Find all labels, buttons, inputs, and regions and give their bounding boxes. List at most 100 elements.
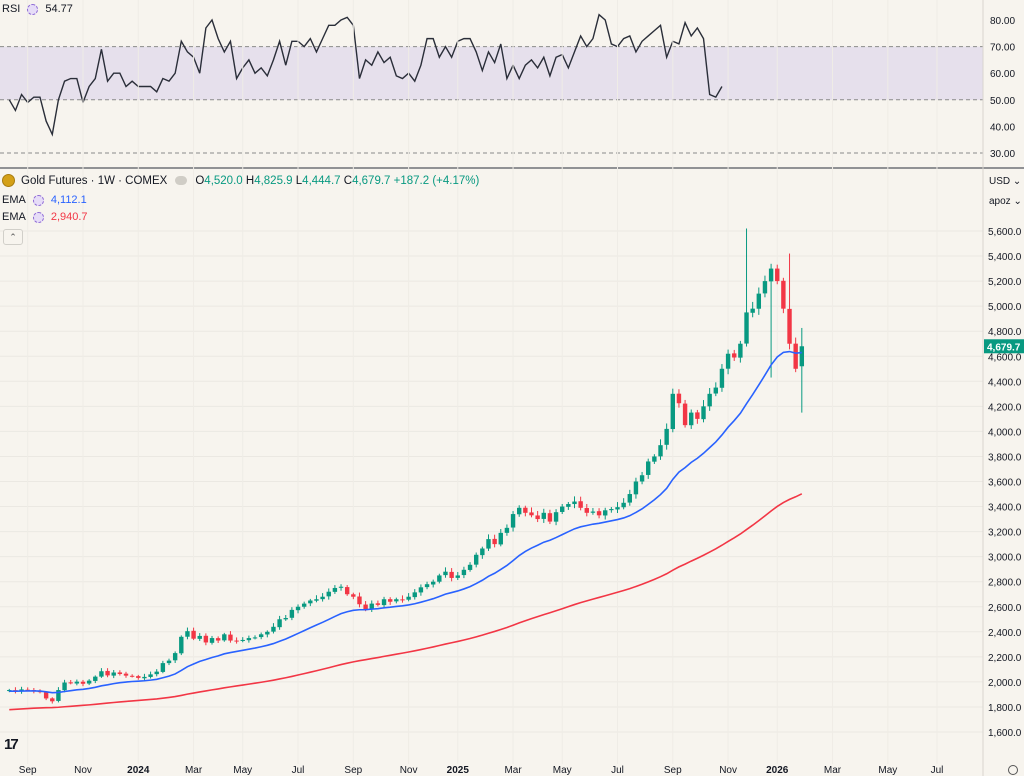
- candle-body: [209, 638, 215, 643]
- last-price-tag: [984, 339, 1024, 354]
- time-tick-label: Jul: [931, 765, 944, 776]
- candle-body: [615, 507, 620, 510]
- settings-gear-icon[interactable]: [1008, 765, 1018, 775]
- unit-selector[interactable]: apoz ⌄: [989, 196, 1022, 207]
- candle-body: [578, 501, 583, 508]
- indicator-settings-icon[interactable]: [32, 194, 44, 206]
- candle-body: [222, 634, 227, 641]
- low-value: 4,444.7: [302, 174, 341, 187]
- rsi-tick-label: 50.00: [990, 96, 1015, 107]
- candle-body: [7, 690, 12, 692]
- candle-body: [74, 681, 80, 684]
- price-tick-label: 5,200.0: [988, 277, 1022, 288]
- candle-body: [775, 268, 780, 282]
- time-tick-label: Mar: [504, 765, 522, 776]
- tradingview-logo-icon[interactable]: 17: [4, 736, 19, 753]
- collapse-legend-chevron-icon[interactable]: ⌃: [3, 229, 23, 245]
- candle-body: [473, 554, 479, 565]
- ema-fast-label: EMA: [2, 194, 26, 206]
- price-tick-label: 2,400.0: [988, 628, 1022, 639]
- candle-body: [443, 571, 448, 576]
- candle-body: [689, 412, 694, 426]
- candle-body: [185, 631, 190, 637]
- ema-slow-label: EMA: [2, 211, 26, 223]
- price-tick-label: 3,000.0: [988, 553, 1022, 564]
- candle-body: [252, 637, 258, 639]
- axes: 5,600.0 5,400.0 5,200.0 5,000.0 4,800.0 4,600…: [19, 0, 1024, 776]
- candle-body: [719, 368, 725, 388]
- price-tick-label: 5,600.0: [988, 227, 1022, 238]
- candle-body: [351, 594, 356, 597]
- price-tick-label: 4,400.0: [988, 377, 1022, 388]
- instrument-name[interactable]: Gold Futures · 1W · COMEX: [21, 174, 168, 187]
- candle-body: [246, 638, 252, 641]
- open-value: 4,520.0: [204, 174, 243, 187]
- candle-body: [215, 638, 221, 641]
- candle-body: [301, 603, 307, 607]
- candle-body: [738, 343, 743, 358]
- candle-body: [560, 506, 565, 512]
- candle-body: [314, 599, 319, 601]
- price-tick-label: 4,200.0: [988, 402, 1022, 413]
- rsi-tick-label: 40.00: [990, 122, 1015, 133]
- rsi-band: [0, 46, 983, 100]
- rsi-line: [8, 13, 723, 137]
- candle-body: [136, 676, 141, 678]
- close-label: C: [343, 174, 353, 187]
- candle-body: [492, 538, 497, 545]
- currency-selector[interactable]: USD ⌄: [989, 176, 1021, 187]
- visibility-icon[interactable]: [175, 176, 188, 185]
- rsi-tick-label: 60.00: [990, 69, 1015, 80]
- candle-body: [658, 445, 663, 457]
- time-tick-label: Nov: [719, 765, 737, 776]
- candle-body: [265, 631, 270, 635]
- time-tick-label: Mar: [185, 765, 203, 776]
- rsi-label: RSI: [2, 3, 21, 15]
- price-tick-label: 3,400.0: [988, 503, 1022, 514]
- candle-body: [258, 634, 264, 638]
- high-label: H: [245, 174, 255, 187]
- candle-body: [547, 513, 553, 522]
- candle-body: [633, 481, 639, 495]
- candle-body: [418, 587, 424, 593]
- candle-body: [381, 599, 387, 606]
- ema-fast-value: 4,112.1: [50, 194, 87, 206]
- time-tick-label: Nov: [400, 765, 418, 776]
- candle-body: [762, 281, 768, 294]
- ema-slow-legend: EMA 2,940.7: [2, 211, 88, 223]
- candle-body: [670, 393, 675, 430]
- candle-body: [461, 569, 467, 576]
- candle-body: [308, 600, 313, 604]
- candle-body: [732, 353, 737, 358]
- candle-body: [86, 680, 92, 684]
- candle-body: [510, 514, 516, 528]
- price-tick-label: 2,600.0: [988, 603, 1022, 614]
- candle-body: [357, 596, 362, 605]
- candle-body: [234, 640, 239, 642]
- candle-body: [50, 698, 55, 702]
- candle-body: [203, 635, 209, 643]
- indicator-settings-icon[interactable]: [32, 211, 44, 223]
- price-tick-label: 2,000.0: [988, 678, 1022, 689]
- price-tick-label: 3,200.0: [988, 528, 1022, 539]
- price-tick-label: 4,000.0: [988, 427, 1022, 438]
- candle-body: [105, 670, 110, 676]
- last-price-tag-label: 4,679.7: [987, 342, 1021, 353]
- change-value: +187.2 (+4.17%): [393, 174, 480, 187]
- candle-body: [652, 456, 657, 462]
- time-tick-label: 2024: [127, 765, 150, 776]
- price-tick-label: 3,800.0: [988, 452, 1022, 463]
- price-tick-label: 4,800.0: [988, 327, 1022, 338]
- chevron-down-icon: ⌄: [1012, 176, 1022, 187]
- instrument-legend: Gold Futures · 1W · COMEX O4,520.0 H4,82…: [2, 174, 479, 187]
- candle-body: [154, 671, 159, 675]
- time-tick-label: Sep: [664, 765, 682, 776]
- time-tick-label: 2025: [447, 765, 470, 776]
- indicator-settings-icon[interactable]: [27, 3, 39, 15]
- candle-body: [437, 575, 442, 582]
- candle-body: [394, 599, 399, 602]
- open-label: O: [195, 174, 205, 187]
- high-value: 4,825.9: [254, 174, 293, 187]
